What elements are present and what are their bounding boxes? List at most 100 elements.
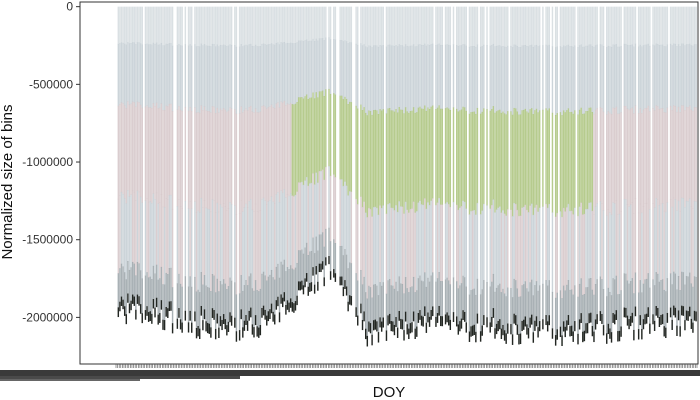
bar-segment [570,325,573,336]
bar-column [277,6,279,307]
bar-segment [684,110,686,208]
bar-segment [272,277,274,313]
bar-segment [371,47,373,116]
bar-segment [535,281,538,317]
bar-segment [591,6,594,47]
bar-segment [229,6,231,45]
bar-segment [475,294,477,333]
bar-segment [695,6,697,45]
bar-segment [460,6,463,46]
bar-segment [222,44,225,109]
bar-column [588,6,590,324]
bar-segment [347,43,349,105]
bar-segment [554,335,557,346]
bar-segment [318,234,321,265]
bar-segment [470,211,472,291]
bar-segment [259,210,262,290]
bar-segment [671,206,673,285]
bar-segment [259,46,262,113]
bar-segment [387,315,389,326]
bar-segment [658,281,661,318]
bar-segment [507,209,509,288]
bar-segment [424,272,426,307]
bar-column [561,6,563,347]
bar-segment [147,201,150,278]
bar-segment [197,46,199,113]
bar-column [653,6,656,331]
y-axis: 0-500000-1000000-1500000-2000000 [22,0,80,324]
bar-segment [329,271,332,280]
bar-column [494,6,496,339]
bar-segment [151,6,153,46]
bar-segment [294,6,297,44]
bar-segment [641,46,643,114]
bar-segment [240,44,242,107]
bar-segment [235,294,238,332]
bar-segment [626,204,629,282]
bar-segment [361,6,364,46]
bar-column [189,6,191,321]
bar-segment [144,310,147,320]
bar-segment [593,6,595,48]
bar-column [136,6,139,304]
bar-segment [524,108,527,206]
bar-segment [152,6,155,44]
bar-segment [251,209,254,289]
bar-segment [278,312,281,323]
bar-column [365,6,367,340]
bar-segment [462,44,464,108]
bar-column [649,6,651,334]
bar-segment [556,329,558,340]
bar-segment [436,202,439,279]
bar-segment [614,279,616,315]
bar-segment [637,113,640,214]
bar-segment [205,207,207,287]
bar-segment [610,332,613,343]
bar-segment [639,108,641,205]
bar-column [128,6,131,314]
bar-segment [479,214,482,295]
bar-column [178,6,180,318]
bar-segment [301,249,303,282]
bar-segment [631,6,633,45]
bar-segment [315,236,317,267]
bar-segment [245,6,247,46]
bar-segment [685,200,688,277]
bar-segment [679,46,681,113]
bar-segment [197,6,199,47]
bar-segment [687,201,689,277]
bar-segment [689,306,691,317]
bar-column [152,6,155,309]
bar-segment [320,263,322,273]
bar-segment [435,281,437,318]
bar-segment [197,326,199,337]
bar-segment [377,214,380,296]
bar-segment [211,106,214,200]
bar-segment [606,296,608,334]
bar-segment [562,285,565,322]
bar-segment [200,105,203,199]
bar-segment [333,93,335,175]
bar-segment [123,198,126,273]
bar-column [590,6,592,323]
bar-segment [339,179,341,247]
bar-segment [243,320,246,331]
bar-segment [382,109,384,206]
bar-segment [586,323,589,334]
bar-segment [267,201,270,278]
bar-segment [411,208,413,287]
bar-segment [363,311,365,322]
bar-segment [673,305,675,316]
bar-segment [283,6,286,43]
bar-segment [602,6,605,47]
bar-segment [441,44,444,110]
bar-segment [438,43,440,106]
bar-segment [235,331,238,342]
bar-segment [350,102,353,193]
bar-segment [455,281,458,317]
bar-column [692,6,694,333]
bar-segment [293,196,295,270]
bar-segment [658,205,661,283]
bar-segment [679,6,681,47]
